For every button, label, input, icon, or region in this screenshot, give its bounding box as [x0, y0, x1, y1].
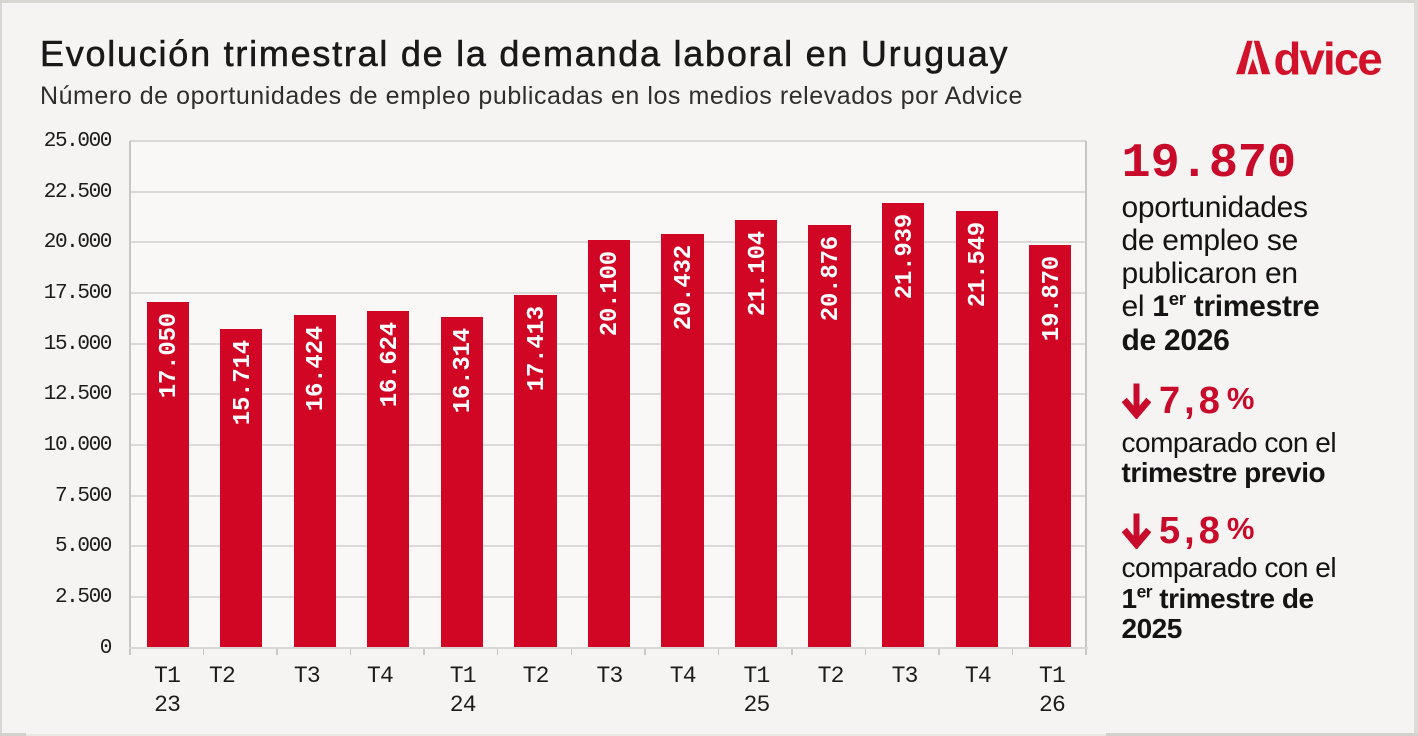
svg-text:dvice: dvice — [1274, 35, 1382, 80]
